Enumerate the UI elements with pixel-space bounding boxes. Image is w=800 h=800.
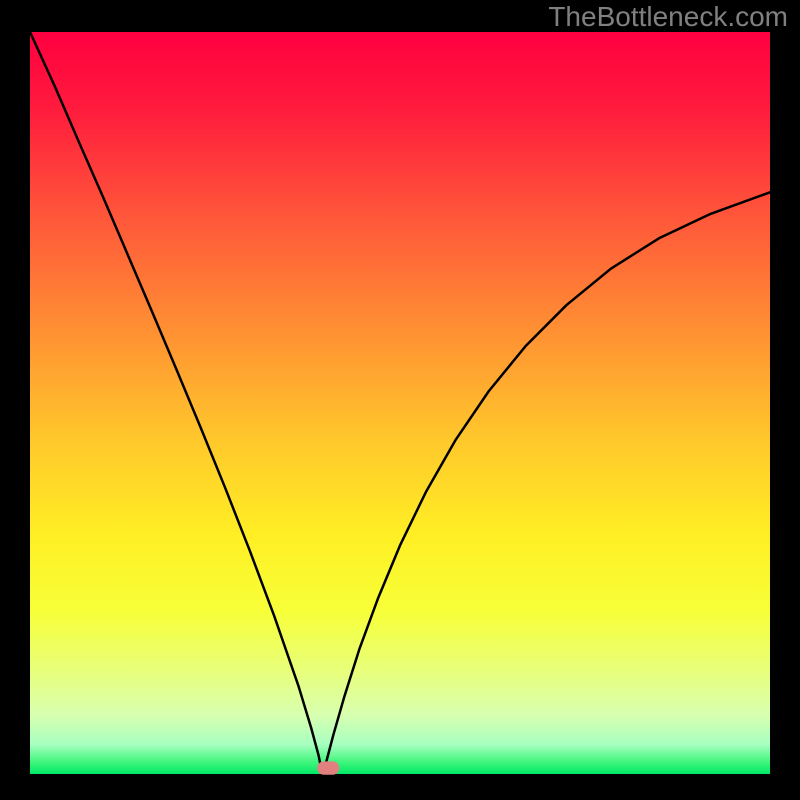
bottleneck-chart: TheBottleneck.com xyxy=(0,0,800,800)
optimum-marker xyxy=(317,761,339,774)
attribution-text: TheBottleneck.com xyxy=(548,1,788,32)
plot-background xyxy=(30,32,770,774)
